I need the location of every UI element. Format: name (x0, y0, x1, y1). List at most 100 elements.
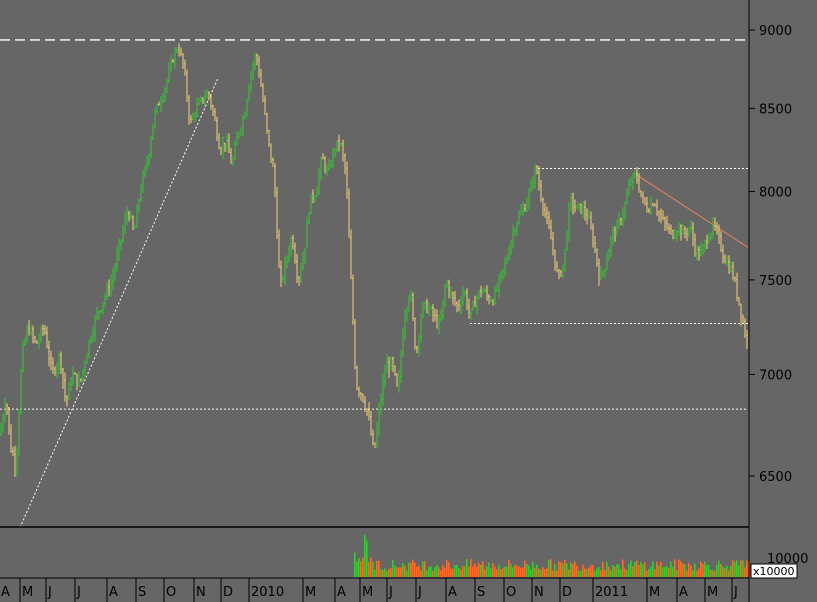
volume-bar (632, 566, 634, 577)
volume-bar (464, 566, 466, 577)
volume-bar (430, 566, 432, 577)
volume-bar (368, 562, 370, 577)
volume-bar (498, 564, 500, 577)
volume-bar (640, 561, 642, 577)
volume-bar (596, 568, 598, 577)
volume-bar (526, 563, 528, 577)
volume-bar (474, 563, 476, 577)
month-label: J (417, 585, 422, 600)
volume-bar (660, 561, 662, 577)
month-label: O (506, 585, 516, 600)
y-tick-label: 6500 (759, 470, 792, 485)
volume-bar (742, 560, 744, 577)
volume-bar (696, 570, 698, 577)
volume-bar (404, 565, 406, 577)
volume-bar (442, 564, 444, 577)
volume-bar (422, 561, 424, 577)
month-label: S (477, 585, 485, 600)
volume-bar (448, 562, 450, 577)
volume-bar (558, 561, 560, 577)
volume-bar (664, 566, 666, 577)
volume-bar (678, 559, 680, 577)
volume-bar (654, 569, 656, 577)
month-label: J (76, 585, 81, 600)
volume-bar (604, 569, 606, 577)
volume-bar (706, 565, 708, 577)
volume-bar (390, 567, 392, 577)
volume-bar (424, 561, 426, 577)
volume-bar (590, 564, 592, 577)
volume-bar (444, 567, 446, 577)
volume-bar (354, 552, 356, 577)
volume-bar (746, 560, 748, 577)
volume-bar (372, 561, 374, 577)
month-label: 2011 (595, 585, 628, 600)
volume-bar (374, 569, 376, 577)
month-label: J (388, 585, 393, 600)
volume-bar (580, 570, 582, 577)
month-label: A (337, 585, 346, 600)
volume-bar (658, 565, 660, 577)
volume-bar (648, 568, 650, 577)
volume-bar (518, 566, 520, 577)
volume-bar (592, 565, 594, 577)
volume-bar (714, 570, 716, 577)
volume-bar (522, 567, 524, 577)
y-tick-label: 8500 (759, 102, 792, 117)
volume-bar (646, 570, 648, 577)
volume-bar (576, 565, 578, 577)
month-label: D (223, 585, 233, 600)
y-tick-label: 9000 (759, 24, 792, 39)
volume-bar (434, 567, 436, 577)
volume-bar (400, 567, 402, 577)
reference-lines (0, 39, 749, 528)
volume-bar (636, 560, 638, 577)
volume-bar (710, 569, 712, 577)
volume-bar (704, 561, 706, 577)
volume-bar (656, 561, 658, 577)
volume-bar (512, 567, 514, 577)
volume-bar (516, 565, 518, 577)
volume-bar (622, 559, 624, 577)
volume-bar (616, 564, 618, 577)
volume-bar (402, 562, 404, 577)
volume-bar (420, 570, 422, 577)
volume-bar (494, 566, 496, 577)
volume-bar (532, 561, 534, 577)
y-tick-label: 8000 (759, 185, 792, 200)
volume-bar (740, 559, 742, 577)
volume-bar (726, 565, 728, 577)
volume-bar (566, 563, 568, 577)
volume-bar (614, 566, 616, 577)
volume-bar (630, 560, 632, 577)
volume-bar (482, 561, 484, 577)
volume-bar (578, 570, 580, 577)
volume-bar (594, 570, 596, 577)
volume-bar (600, 570, 602, 577)
volume-bar (572, 563, 574, 577)
month-label: N (534, 585, 544, 600)
volume-bar (486, 565, 488, 577)
volume-bar (370, 557, 372, 577)
x-axis: A M J J A S O N D 2010 M A M J J A S O N D 2011 M A M J (1, 578, 738, 602)
volume-bar (546, 568, 548, 577)
month-label: D (562, 585, 572, 600)
volume-bar (524, 560, 526, 577)
volume-bar (588, 567, 590, 577)
volume-bar (610, 570, 612, 577)
volume-bar (392, 559, 394, 577)
volume-bar (554, 563, 556, 577)
volume-bar (652, 561, 654, 577)
volume-bar (398, 567, 400, 577)
volume-bar (406, 570, 408, 577)
volume-bar (492, 563, 494, 577)
volume-bar (708, 565, 710, 577)
volume-bar (628, 564, 630, 577)
volume-bar (432, 570, 434, 577)
volume-bar (500, 569, 502, 577)
volume-bar (480, 564, 482, 577)
volume-bar (488, 562, 490, 577)
volume-bar (538, 568, 540, 577)
volume-bar (688, 562, 690, 577)
volume-bar (556, 570, 558, 577)
